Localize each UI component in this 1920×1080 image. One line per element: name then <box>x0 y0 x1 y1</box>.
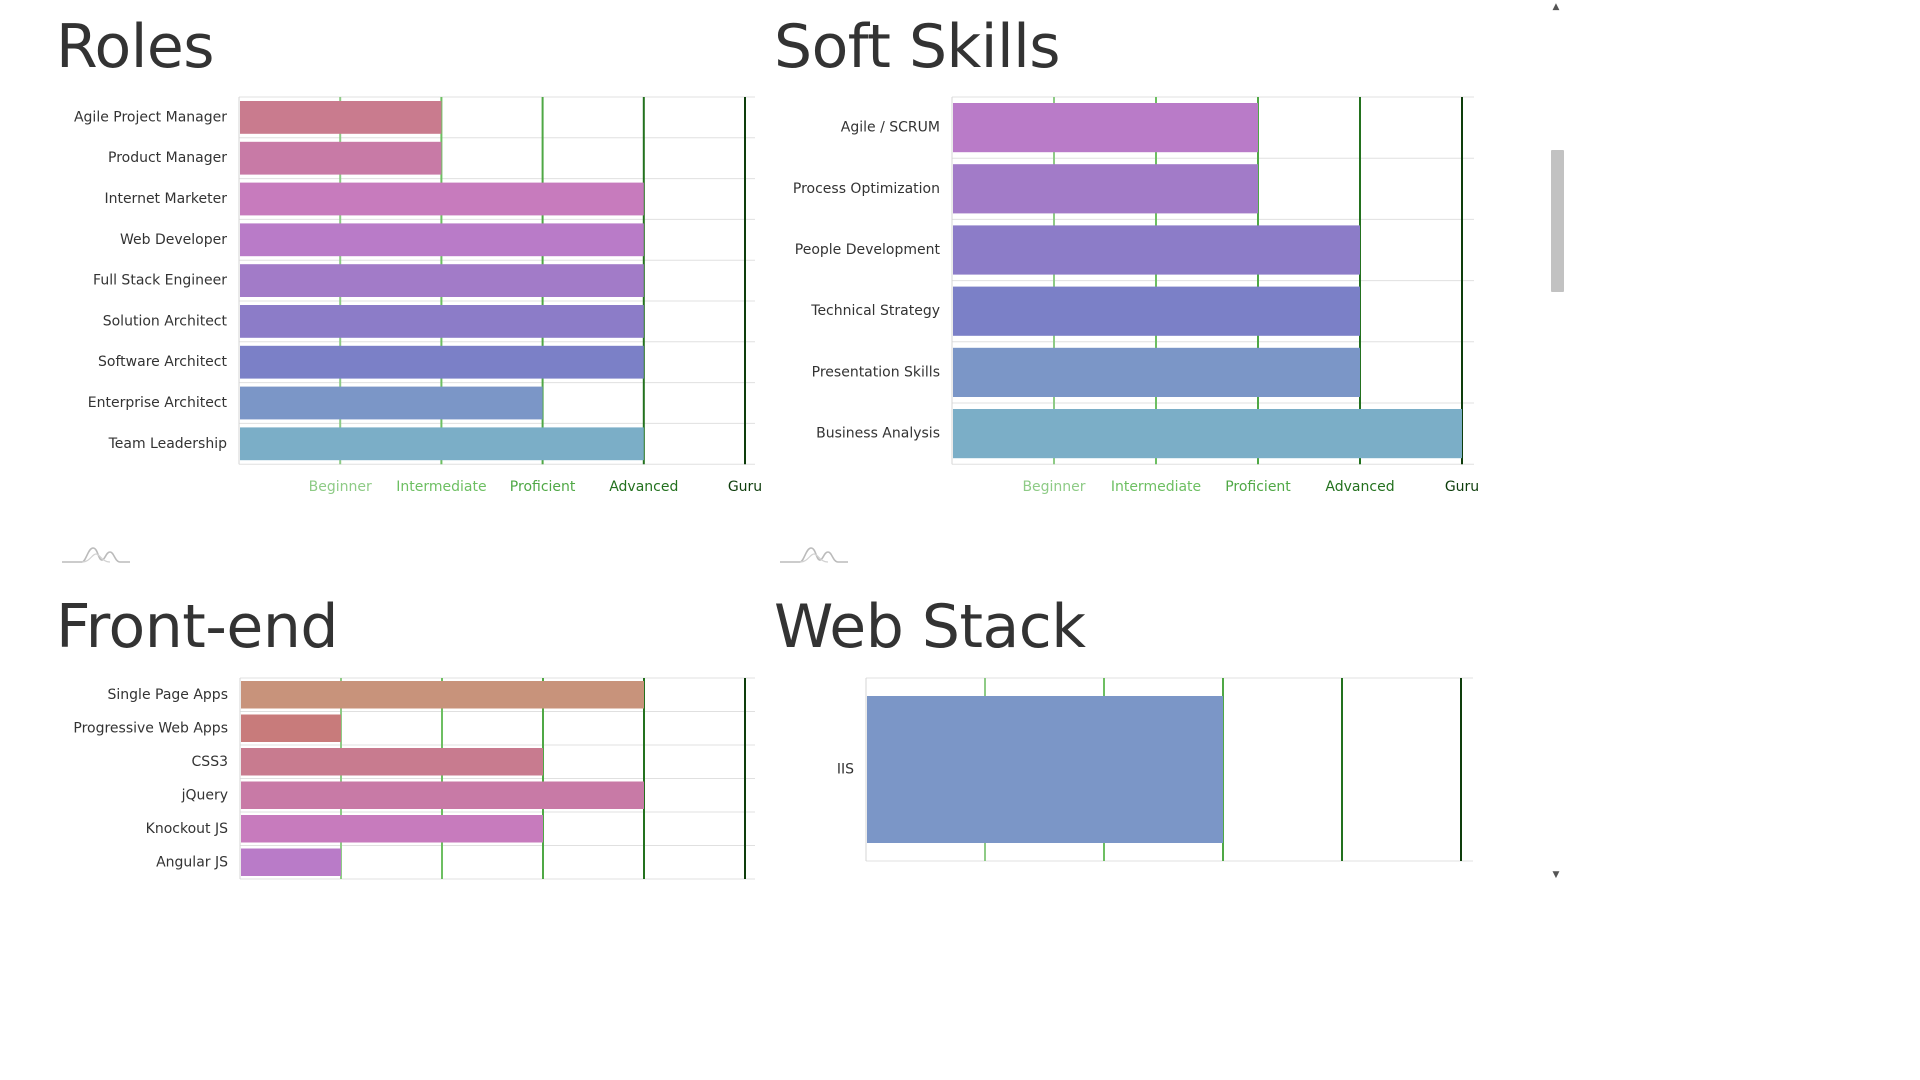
web-stack-title: Web Stack <box>774 592 1086 662</box>
category-label: Enterprise Architect <box>88 395 228 411</box>
category-label: Team Leadership <box>108 436 228 452</box>
web-stack-chart: IIS <box>837 677 1473 862</box>
bar-soft_skills-2 <box>953 225 1360 275</box>
scroll-up-arrow-icon[interactable]: ▲ <box>1552 2 1560 12</box>
category-label: Full Stack Engineer <box>93 273 227 289</box>
x-tick-label: Proficient <box>510 479 576 495</box>
category-label: Presentation Skills <box>812 364 940 380</box>
front-end-chart: Single Page Apps Progressive Web Apps CSS3… <box>73 677 755 880</box>
category-label: Angular JS <box>156 854 228 870</box>
scroll-down-arrow-icon[interactable]: ▼ <box>1552 870 1560 880</box>
bar-roles-7 <box>240 386 543 420</box>
soft-skills-chart: Agile / SCRUM Process Optimization People … <box>793 96 1479 495</box>
category-label: Single Page Apps <box>108 687 228 703</box>
x-tick-label: Guru <box>1445 479 1479 495</box>
category-label: CSS3 <box>192 754 228 770</box>
soft-skills-title: Soft Skills <box>774 12 1061 82</box>
section-divider-icon <box>780 547 848 563</box>
bar-front_end-5 <box>241 848 341 876</box>
x-tick-label: Proficient <box>1225 479 1291 495</box>
bar-roles-4 <box>240 264 644 297</box>
category-label: Knockout JS <box>146 821 228 837</box>
x-tick-label: Guru <box>728 479 762 495</box>
bar-roles-8 <box>240 427 644 461</box>
bar-soft_skills-5 <box>953 409 1462 459</box>
page-scrollbar[interactable]: ▲ ▼ <box>1546 0 1568 882</box>
category-label: Agile / SCRUM <box>841 120 940 136</box>
roles-title: Roles <box>56 12 215 82</box>
bar-roles-5 <box>240 305 644 338</box>
bar-roles-2 <box>240 182 644 216</box>
bar-roles-3 <box>240 223 644 257</box>
roles-chart: Agile Project Manager Product Manager Inte… <box>74 96 762 495</box>
category-label: Progressive Web Apps <box>73 720 228 736</box>
bar-front_end-1 <box>241 714 341 742</box>
bar-soft_skills-0 <box>953 103 1258 153</box>
scrollbar-thumb[interactable] <box>1551 150 1564 292</box>
x-tick-label: Beginner <box>1022 479 1085 495</box>
bar-roles-6 <box>240 345 644 379</box>
x-tick-label: Beginner <box>309 479 372 495</box>
category-label: Process Optimization <box>793 181 940 197</box>
category-label: IIS <box>837 762 854 778</box>
category-label: Software Architect <box>98 354 227 370</box>
bar-front_end-0 <box>241 681 644 709</box>
category-label: Product Manager <box>108 150 227 166</box>
front-end-title: Front-end <box>56 592 338 662</box>
category-label: Solution Architect <box>103 313 228 329</box>
bar-soft_skills-4 <box>953 347 1360 397</box>
x-tick-label: Advanced <box>609 479 678 495</box>
bar-roles-0 <box>240 101 442 134</box>
category-label: Technical Strategy <box>810 303 940 319</box>
bar-front_end-2 <box>241 748 543 776</box>
x-tick-label: Advanced <box>1325 479 1394 495</box>
category-label: Internet Marketer <box>104 191 227 207</box>
x-tick-label: Intermediate <box>1111 479 1201 495</box>
bar-roles-1 <box>240 141 442 175</box>
category-label: Web Developer <box>120 232 227 248</box>
bar-web_stack-0 <box>867 696 1223 843</box>
category-label: People Development <box>795 242 941 258</box>
section-divider-icon <box>62 547 130 563</box>
bar-soft_skills-3 <box>953 286 1360 336</box>
bar-front_end-4 <box>241 815 543 843</box>
category-label: Agile Project Manager <box>74 109 227 125</box>
bar-soft_skills-1 <box>953 164 1258 214</box>
bar-front_end-3 <box>241 781 644 809</box>
category-label: jQuery <box>181 787 228 803</box>
category-label: Business Analysis <box>816 426 940 442</box>
x-tick-label: Intermediate <box>396 479 486 495</box>
